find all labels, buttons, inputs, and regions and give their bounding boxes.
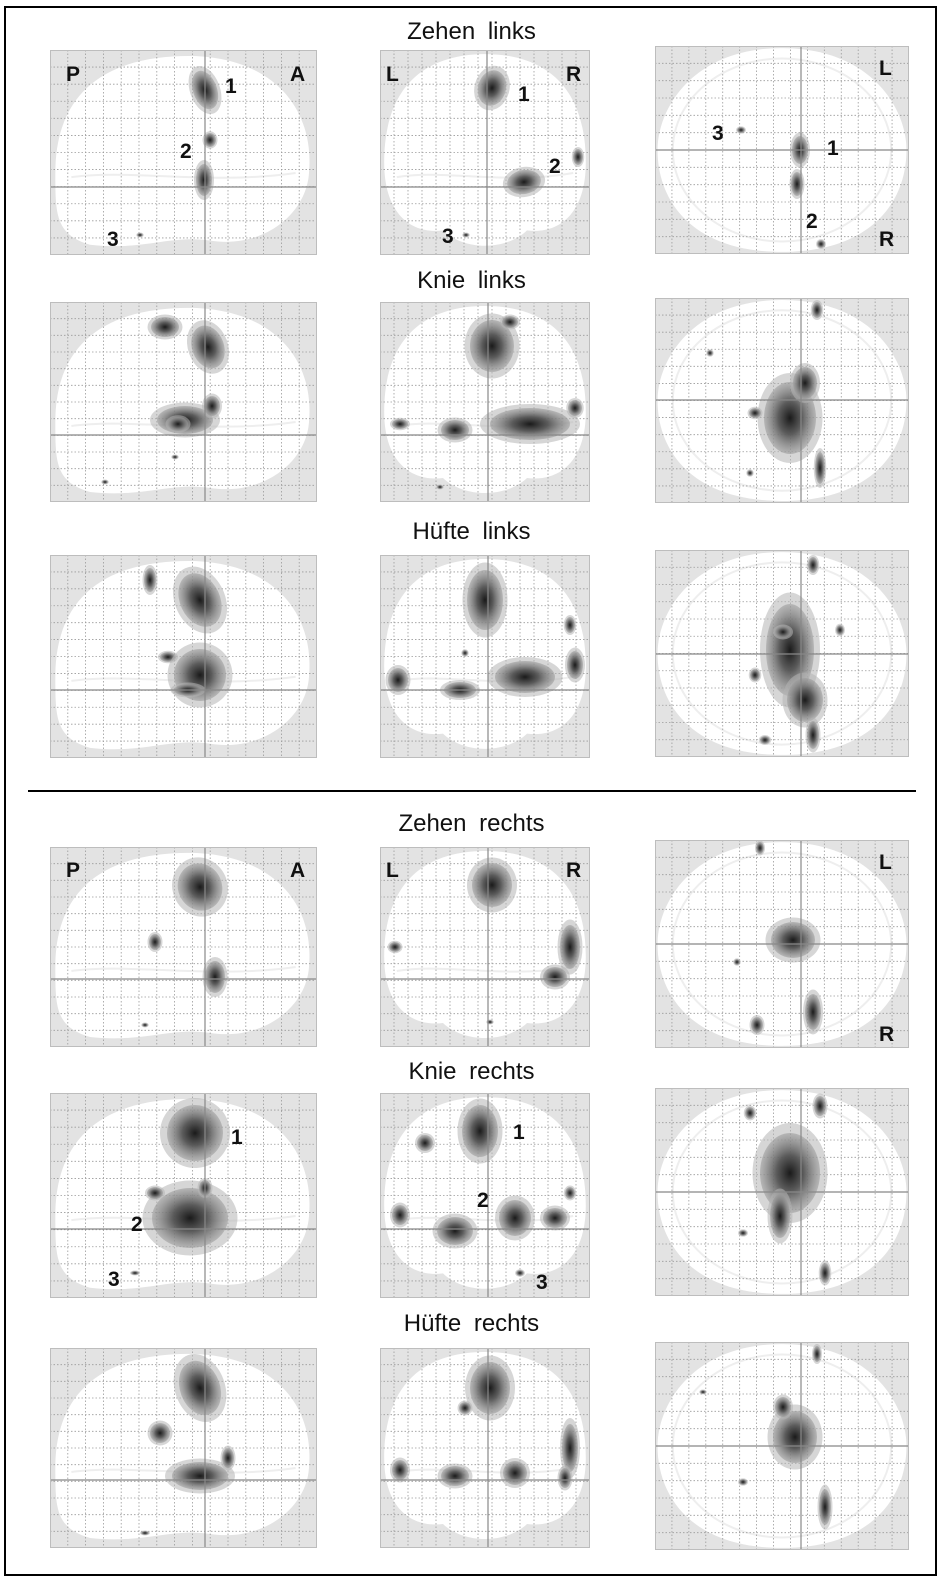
glass-brain-axial-huefte-links	[655, 550, 909, 757]
label-left: L	[879, 57, 892, 80]
glass-brain-coronal-zehen-links	[380, 50, 590, 255]
glass-brain-sagittal-huefte-links	[50, 555, 317, 758]
title-huefte-rechts: Hüfte rechts	[403, 1310, 540, 1337]
glass-brain-axial-knie-rechts	[655, 1088, 909, 1296]
title-zehen-rechts: Zehen rechts	[398, 810, 545, 837]
marker-2: 2	[806, 210, 818, 233]
label-posterior: P	[66, 63, 81, 86]
glass-brain-sagittal-huefte-rechts	[50, 1348, 317, 1548]
glass-brain-sagittal-knie-rechts	[50, 1093, 317, 1298]
label-left: L	[386, 859, 399, 882]
label-right: R	[566, 859, 582, 882]
title-knie-rechts: Knie rechts	[408, 1058, 535, 1085]
marker-3: 3	[536, 1271, 548, 1294]
marker-1: 1	[518, 83, 530, 106]
marker-2: 2	[131, 1213, 143, 1236]
marker-2: 2	[477, 1189, 489, 1212]
marker-1: 1	[225, 75, 237, 98]
glass-brain-axial-zehen-rechts	[655, 840, 909, 1048]
marker-1: 1	[513, 1121, 525, 1144]
marker-1: 1	[827, 137, 839, 160]
marker-1: 1	[231, 1126, 243, 1149]
marker-3: 3	[108, 1268, 120, 1291]
marker-3: 3	[442, 225, 454, 248]
glass-brain-sagittal-knie-links	[50, 302, 317, 502]
label-right: R	[879, 1023, 895, 1046]
marker-3: 3	[712, 122, 724, 145]
label-right: R	[566, 63, 582, 86]
title-huefte-links: Hüfte links	[412, 518, 531, 545]
glass-brain-coronal-knie-links	[380, 302, 590, 502]
glass-brain-sagittal-zehen-rechts	[50, 847, 317, 1047]
label-left: L	[386, 63, 399, 86]
glass-brain-axial-huefte-rechts	[655, 1342, 909, 1550]
glass-brain-sagittal-zehen-links	[50, 50, 317, 255]
glass-brain-coronal-huefte-rechts	[380, 1348, 590, 1548]
marker-3: 3	[107, 228, 119, 251]
label-right: R	[879, 228, 895, 251]
title-knie-links: Knie links	[417, 267, 526, 294]
label-anterior: A	[290, 63, 306, 86]
label-posterior: P	[66, 859, 81, 882]
marker-2: 2	[549, 155, 561, 178]
title-zehen-links: Zehen links	[407, 18, 536, 45]
section-divider	[28, 790, 916, 792]
label-left: L	[879, 851, 892, 874]
glass-brain-axial-zehen-links	[655, 46, 909, 254]
marker-2: 2	[180, 140, 192, 163]
glass-brain-coronal-huefte-links	[380, 555, 590, 758]
glass-brain-coronal-knie-rechts	[380, 1093, 590, 1298]
glass-brain-coronal-zehen-rechts	[380, 847, 590, 1047]
label-anterior: A	[290, 859, 306, 882]
glass-brain-axial-knie-links	[655, 298, 909, 503]
